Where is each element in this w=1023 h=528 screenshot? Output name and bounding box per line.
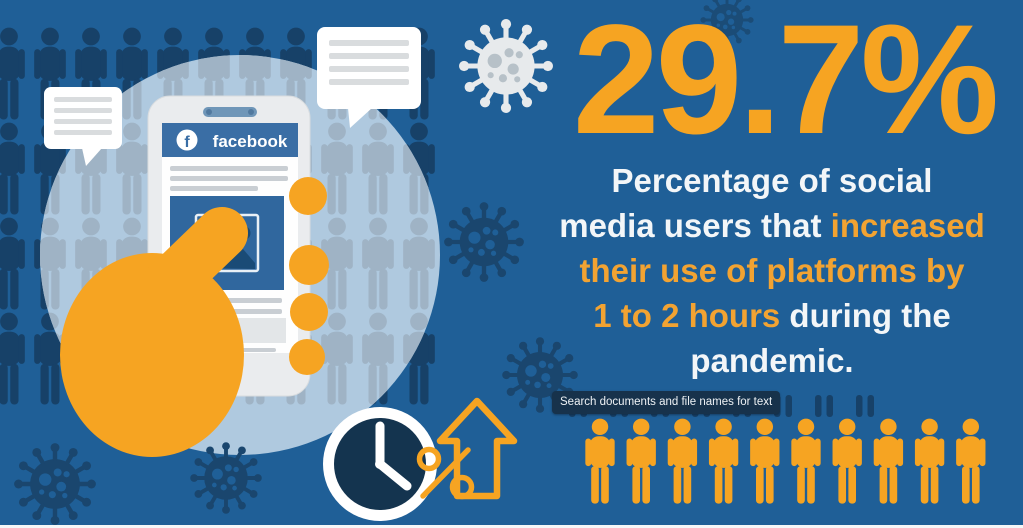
- virus-icon: [14, 443, 96, 525]
- description-line: media users that increased: [526, 203, 1018, 248]
- description-line: pandemic.: [526, 338, 1018, 383]
- speech-bubble-left: [44, 87, 122, 166]
- bottom-edge: [0, 525, 1023, 528]
- virus-icon: [444, 202, 524, 282]
- phone-speaker: [203, 107, 257, 117]
- search-tooltip: Search documents and file names for text: [552, 391, 781, 414]
- virus-icons: [14, 0, 754, 525]
- description-line: their use of platforms by: [526, 248, 1018, 293]
- plain-text: media users that: [559, 207, 831, 244]
- highlighted-text: their use of platforms by: [579, 252, 965, 289]
- virus-icon: [502, 337, 578, 413]
- highlighted-text: increased: [830, 207, 985, 244]
- description-line: Percentage of social: [526, 158, 1018, 203]
- stat-description: Percentage of social media users that inc…: [526, 158, 1018, 383]
- feed-text-lines: [170, 166, 288, 191]
- speech-bubble-right: [317, 27, 421, 128]
- plain-text: during the: [780, 297, 951, 334]
- stat-value: 29.7%: [572, 0, 999, 167]
- virus-icon: [700, 0, 754, 47]
- hand-fingertips: [289, 177, 329, 375]
- plain-text: pandemic.: [690, 342, 854, 379]
- percent-icon: [416, 446, 475, 500]
- highlighted-text: 1 to 2 hours: [593, 297, 781, 334]
- description-line: 1 to 2 hours during the: [526, 293, 1018, 338]
- increase-arrow-icon: [416, 397, 518, 500]
- facebook-wordmark: facebook: [213, 132, 288, 151]
- plain-text: Percentage of social: [611, 162, 933, 199]
- clock-icon: [323, 407, 437, 521]
- hand-icon: [60, 207, 248, 457]
- virus-icon: [458, 18, 554, 114]
- facebook-logo-icon: [176, 129, 198, 151]
- virus-icon: [190, 442, 262, 514]
- facebook-logo-letter: f: [184, 134, 190, 151]
